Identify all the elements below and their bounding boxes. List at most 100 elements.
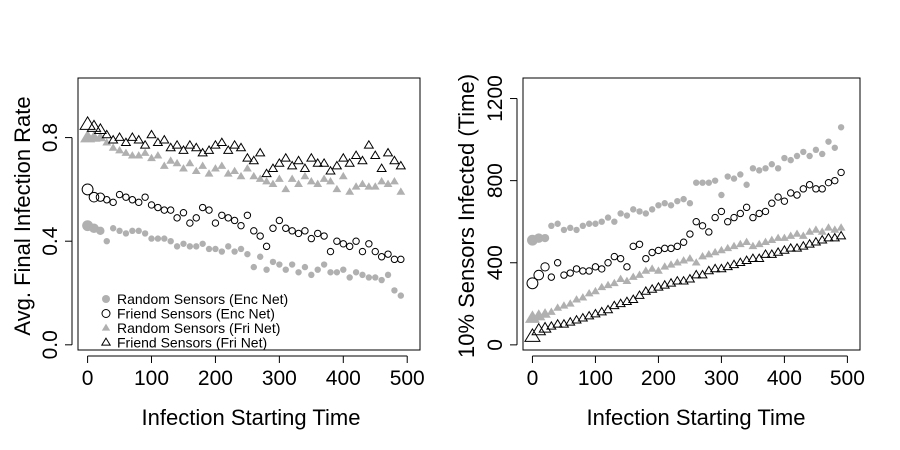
left-friend-sensors-enc-net-point <box>358 247 367 256</box>
left-random-sensors-enc-net-point <box>180 240 187 247</box>
left-random-sensors-enc-net-point <box>129 227 136 235</box>
left-friend-sensors-enc-net-point <box>135 198 143 207</box>
left-random-sensors-enc-net-point <box>288 261 296 268</box>
left-friend-sensors-fri-net-point <box>369 150 381 160</box>
right-friend-sensors-enc-net-point <box>824 178 833 187</box>
right-random-sensors-enc-net-point <box>711 177 719 184</box>
right-friend-sensors-fri-net-point <box>615 298 626 308</box>
left-y-tick-label: 0.4 <box>39 226 62 256</box>
left-friend-sensors-fri-net-point <box>325 165 336 175</box>
left-friend-sensors-enc-net-point <box>384 250 392 258</box>
right-friend-sensors-enc-net-point <box>755 209 763 218</box>
right-random-sensors-enc-net-point <box>630 206 637 213</box>
left-random-sensors-enc-net-point <box>256 253 264 260</box>
right-random-sensors-fri-net-point <box>811 225 821 233</box>
right-friend-sensors-fri-net-point <box>741 255 752 264</box>
left-friend-sensors-enc-net-point <box>326 247 335 256</box>
right-friend-sensors-enc-net-point <box>805 181 814 189</box>
left-friend-sensors-enc-net-point <box>173 214 181 222</box>
left-random-sensors-fri-net-point <box>294 179 303 188</box>
right-random-sensors-enc-net-point <box>743 181 750 188</box>
right-random-sensors-fri-net-point <box>597 282 607 291</box>
right-random-sensors-fri-net-point <box>641 266 651 274</box>
right-friend-sensors-enc-net-point <box>661 244 669 253</box>
right-random-sensors-enc-net-point <box>756 167 763 174</box>
left-random-sensors-enc-net-point <box>212 245 219 253</box>
right-friend-sensors-enc-net-point <box>730 213 738 222</box>
right-friend-sensors-enc-net-point <box>787 189 795 197</box>
right-friend-sensors-enc-net-point <box>540 262 550 272</box>
right-random-sensors-fri-net-point <box>691 258 701 266</box>
right-friend-sensors-enc-net-point <box>818 185 826 193</box>
right-random-sensors-fri-net-point <box>584 288 594 297</box>
right-x-tick-label: 300 <box>704 367 739 390</box>
left-random-sensors-enc-net-point <box>154 235 162 242</box>
left-random-sensors-fri-net-point <box>332 184 342 193</box>
left-friend-sensors-enc-net-point <box>377 253 386 261</box>
right-friend-sensors-fri-net-point <box>823 232 834 242</box>
right-friend-sensors-enc-net-point <box>610 252 619 261</box>
left-random-sensors-fri-net-point <box>358 179 367 188</box>
right-random-sensors-fri-net-point <box>817 227 827 235</box>
left-random-sensors-enc-net-point <box>352 269 360 276</box>
right-friend-sensors-fri-net-point <box>583 310 595 320</box>
right-random-sensors-enc-net-point <box>667 202 675 209</box>
left-x-axis-label: Infection Starting Time <box>142 405 361 430</box>
left-friend-sensors-fri-net-point <box>254 147 266 157</box>
right-friend-sensors-enc-net-point <box>768 199 776 207</box>
left-friend-sensors-fri-net-point <box>184 139 196 149</box>
left-random-sensors-enc-net-point <box>141 230 149 237</box>
right-friend-sensors-fri-net-point <box>546 320 557 330</box>
left-friend-sensors-fri-net-point <box>79 115 96 130</box>
right-friend-sensors-fri-net-point <box>835 230 847 240</box>
left-friend-sensors-fri-net-point <box>222 145 234 154</box>
right-random-sensors-enc-net-point <box>730 175 738 182</box>
left-random-sensors-fri-net-point <box>262 177 271 185</box>
left-friend-sensors-fri-net-point <box>344 157 355 167</box>
right-random-sensors-enc-net-point <box>768 161 776 168</box>
left-random-sensors-fri-net-point <box>166 156 176 164</box>
right-random-sensors-enc-net-point <box>579 222 587 230</box>
left-x-tick-label: 400 <box>326 367 361 390</box>
right-friend-sensors-enc-net-point <box>667 244 675 253</box>
left-random-sensors-fri-net-point <box>345 187 355 195</box>
right-friend-sensors-enc-net-point <box>591 263 600 271</box>
left-friend-sensors-fri-net-point <box>357 155 368 165</box>
right-random-sensors-fri-net-point <box>622 276 632 285</box>
right-friend-sensors-fri-net-point <box>716 263 727 273</box>
right-friend-sensors-fri-net-point <box>577 312 589 322</box>
left-friend-sensors-enc-net-point <box>230 216 239 225</box>
left-friend-sensors-enc-net-point <box>141 193 149 201</box>
left-random-sensors-fri-net-point <box>326 177 335 185</box>
left-friend-sensors-fri-net-point <box>267 163 279 172</box>
right-friend-sensors-enc-net-point <box>686 230 694 238</box>
left-friend-sensors-fri-net-point <box>299 163 311 172</box>
left-friend-sensors-fri-net-point <box>280 152 292 162</box>
right-friend-sensors-enc-net-point <box>547 273 556 281</box>
right-random-sensors-enc-net-point <box>749 165 757 172</box>
left-random-sensors-fri-net-point <box>204 169 214 177</box>
left-friend-sensors-fri-net-point <box>171 139 183 149</box>
left-random-sensors-fri-net-point <box>383 179 393 188</box>
right-random-sensors-fri-net-point <box>679 256 689 264</box>
right-random-sensors-fri-net-point <box>767 235 777 243</box>
right-random-sensors-fri-net-point <box>553 303 563 311</box>
left-friend-sensors-enc-net-point <box>314 229 322 238</box>
right-friend-sensors-fri-net-point <box>703 265 715 275</box>
right-random-sensors-enc-net-point <box>617 210 624 217</box>
right-random-sensors-enc-net-point <box>819 150 826 158</box>
right-friend-sensors-fri-net-point <box>590 308 601 318</box>
left-random-sensors-enc-net-point <box>340 266 347 273</box>
left-random-sensors-fri-net-point <box>179 164 188 172</box>
right-friend-sensors-fri-net-point <box>640 285 652 295</box>
left-friend-sensors-fri-net-point <box>261 168 272 178</box>
right-friend-sensors-fri-net-point <box>558 318 570 328</box>
left-random-sensors-fri-net-point <box>230 166 240 175</box>
left-random-sensors-enc-net-point <box>167 238 174 245</box>
right-random-sensors-enc-net-point <box>718 191 725 199</box>
right-random-sensors-enc-net-point <box>611 218 618 225</box>
right-friend-sensors-enc-net-point <box>749 213 757 222</box>
right-random-sensors-enc-net-point <box>837 124 845 131</box>
right-random-sensors-enc-net-point <box>825 138 832 145</box>
left-random-sensors-fri-net-point <box>319 174 329 182</box>
